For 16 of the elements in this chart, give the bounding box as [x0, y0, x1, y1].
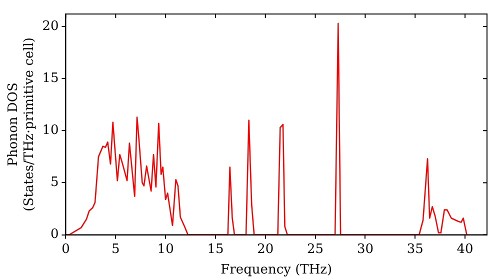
x-tick-label: 40: [456, 242, 474, 257]
y-tick-label: 10: [42, 123, 59, 138]
y-axis-title: Phonon DOS (States/THz·primitive cell): [6, 37, 37, 212]
x-tick-label: 15: [207, 242, 224, 257]
x-tick-label: 35: [406, 242, 424, 257]
x-tick-label: 20: [257, 242, 274, 257]
y-tick-label: 5: [50, 175, 59, 190]
y-tick-label: 15: [42, 70, 59, 86]
x-axis-title: Frequency (THz): [220, 262, 332, 278]
x-tick-label: 5: [112, 242, 120, 257]
x-tick-label: 30: [356, 242, 374, 257]
y-tick-label: 0: [50, 227, 59, 242]
x-tick-label: 0: [62, 242, 70, 257]
x-tick-label: 25: [307, 242, 324, 257]
x-tick-label: 10: [157, 242, 174, 257]
y-tick-label: 20: [42, 18, 59, 34]
